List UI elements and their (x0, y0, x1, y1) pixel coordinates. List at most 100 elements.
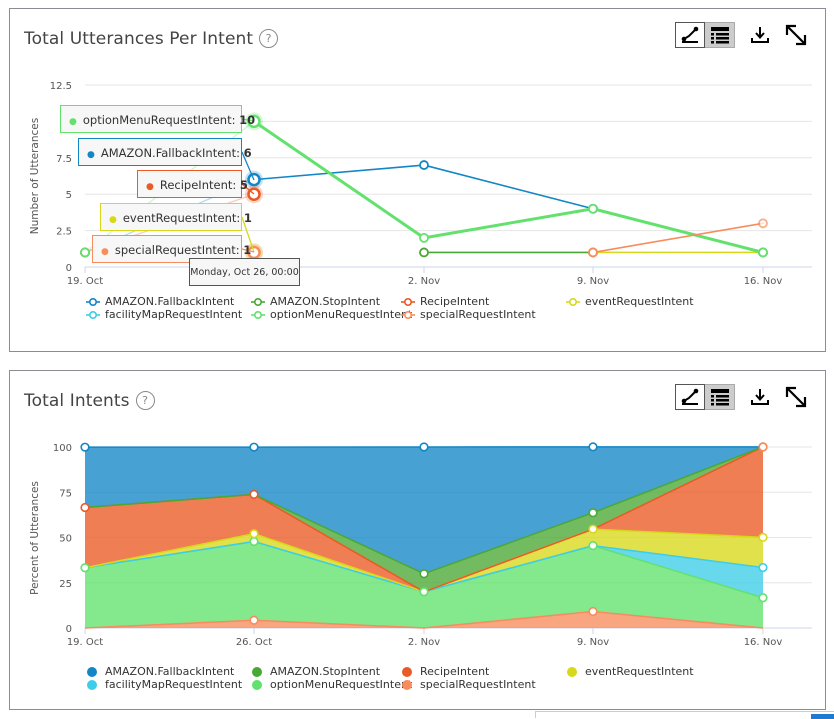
legend-item-amazon-fallbackintent[interactable]: AMAZON.FallbackIntent (86, 295, 251, 308)
y-tick-label: 7.5 (56, 154, 72, 165)
expand-icon (784, 385, 808, 409)
legend-symbol-icon (251, 310, 265, 320)
chart-toolbar (675, 384, 811, 410)
x-tick-label: 2. Nov (408, 276, 440, 287)
legend-label: eventRequestIntent (585, 665, 694, 678)
y-tick-label: 5 (66, 190, 72, 201)
y-tick-label: 0 (66, 263, 72, 274)
tooltip-item: ●RecipeIntent: 5 (137, 170, 242, 198)
legend-label: AMAZON.FallbackIntent (105, 295, 234, 308)
x-tick-label: 19. Oct (67, 276, 103, 287)
panel-title-text: Total Intents (24, 391, 130, 411)
help-icon[interactable]: ? (136, 391, 155, 410)
chart-view-button[interactable] (675, 384, 705, 410)
tooltip-series-value: 5 (240, 178, 248, 192)
tooltip-series-value: 1 (243, 243, 251, 257)
line-chart-legend: AMAZON.FallbackIntent AMAZON.StopIntent Re… (86, 295, 731, 321)
download-button[interactable] (745, 384, 775, 410)
area-chart-legend: AMAZON.FallbackIntent AMAZON.StopIntent Re… (86, 665, 731, 691)
legend-item-optionmenurequestintent[interactable]: optionMenuRequestIntent (251, 308, 401, 321)
tooltip-series-name: RecipeIntent: (160, 178, 240, 192)
tooltip-series-name: eventRequestIntent: (123, 211, 244, 225)
legend-label: AMAZON.StopIntent (270, 295, 380, 308)
total-intents-panel: Total Intents? (9, 370, 826, 710)
legend-label: specialRequestIntent (420, 308, 536, 321)
legend-label: RecipeIntent (420, 295, 489, 308)
expand-button[interactable] (781, 384, 811, 410)
data-point-optionmenurequestintent (81, 248, 89, 256)
tooltip-date: Monday, Oct 26, 00:00 (189, 258, 300, 286)
legend-item-facilitymaprequestintent[interactable]: facilityMapRequestIntent (86, 308, 251, 321)
table-view-button[interactable] (705, 384, 735, 410)
data-point-amazon-fallbackintent (420, 161, 428, 169)
legend-label: optionMenuRequestIntent (270, 678, 412, 691)
legend-item-eventrequestintent[interactable]: eventRequestIntent (566, 295, 731, 308)
tooltip-series-name: AMAZON.FallbackIntent: (101, 146, 244, 160)
legend-symbol-icon (251, 667, 265, 677)
partial-button (811, 714, 834, 719)
x-tick-label: 16. Nov (744, 276, 783, 287)
legend-symbol-icon (86, 680, 100, 690)
table-view-icon (710, 388, 730, 406)
data-point-optionmenurequestintent (759, 248, 767, 256)
legend-item-amazon-stopintent[interactable]: AMAZON.StopIntent (251, 665, 401, 678)
chart-view-icon (680, 388, 700, 406)
legend-label: eventRequestIntent (585, 295, 694, 308)
legend-label: AMAZON.FallbackIntent (105, 665, 234, 678)
tooltip-item: ●AMAZON.FallbackIntent: 6 (78, 138, 242, 166)
legend-item-specialrequestintent[interactable]: specialRequestIntent (401, 308, 566, 321)
series-line-specialrequestintent (593, 223, 763, 252)
legend-item-recipeintent[interactable]: RecipeIntent (401, 295, 566, 308)
panel-title: Total Intents? (24, 391, 155, 411)
data-point-optionmenurequestintent (420, 234, 428, 242)
legend-symbol-icon (401, 297, 415, 307)
partial-panel-edge (535, 711, 834, 718)
legend-symbol-icon (401, 310, 415, 320)
tooltip-series-value: 10 (239, 113, 255, 127)
legend-item-amazon-stopintent[interactable]: AMAZON.StopIntent (251, 295, 401, 308)
data-point-specialrequestintent (589, 248, 597, 256)
legend-symbol-icon (566, 297, 580, 307)
legend-item-specialrequestintent[interactable]: specialRequestIntent (401, 678, 566, 691)
legend-symbol-icon (401, 667, 415, 677)
legend-label: facilityMapRequestIntent (105, 308, 242, 321)
series-line-optionmenurequestintent (254, 121, 424, 237)
x-tick-label: 9. Nov (577, 276, 609, 287)
legend-label: optionMenuRequestIntent (270, 308, 412, 321)
tooltip-series-dot: ● (87, 150, 95, 160)
tooltip-series-value: 1 (244, 211, 252, 225)
legend-item-eventrequestintent[interactable]: eventRequestIntent (566, 665, 731, 678)
tooltip-item: ●eventRequestIntent: 1 (100, 203, 242, 231)
legend-symbol-icon (251, 297, 265, 307)
legend-label: RecipeIntent (420, 665, 489, 678)
series-line-amazon-fallbackintent (254, 165, 424, 180)
y-tick-label: 2.5 (56, 227, 72, 238)
y-axis-title: Number of Utterances (29, 118, 41, 234)
y-tick-label: 12.5 (50, 81, 72, 92)
data-point-optionmenurequestintent (589, 205, 597, 213)
data-point-amazon-stopintent (420, 248, 428, 256)
tooltip-series-dot: ● (69, 117, 77, 127)
tooltip-series-name: optionMenuRequestIntent: (83, 113, 239, 127)
legend-item-optionmenurequestintent[interactable]: optionMenuRequestIntent (251, 678, 401, 691)
legend-item-amazon-fallbackintent[interactable]: AMAZON.FallbackIntent (86, 665, 251, 678)
legend-symbol-icon (86, 310, 100, 320)
legend-label: AMAZON.StopIntent (270, 665, 380, 678)
legend-item-recipeintent[interactable]: RecipeIntent (401, 665, 566, 678)
tooltip-series-dot: ● (146, 182, 154, 192)
legend-symbol-icon (251, 680, 265, 690)
tooltip-series-name: specialRequestIntent: (115, 243, 243, 257)
series-line-amazon-fallbackintent (424, 165, 593, 209)
legend-symbol-icon (86, 667, 100, 677)
tooltip-item: ●optionMenuRequestIntent: 10 (60, 105, 242, 133)
series-line-optionmenurequestintent (424, 209, 593, 238)
data-point-specialrequestintent (759, 219, 767, 227)
legend-label: specialRequestIntent (420, 678, 536, 691)
tooltip-series-dot: ● (101, 247, 109, 257)
legend-symbol-icon (401, 680, 415, 690)
download-icon (750, 387, 770, 407)
legend-item-facilitymaprequestintent[interactable]: facilityMapRequestIntent (86, 678, 251, 691)
legend-symbol-icon (566, 667, 580, 677)
legend-symbol-icon (86, 297, 100, 307)
tooltip-series-value: 6 (244, 146, 252, 160)
